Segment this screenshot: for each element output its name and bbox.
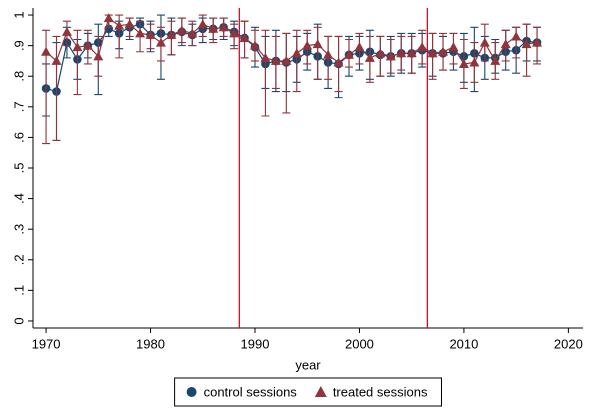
marker: [260, 52, 271, 62]
marker: [145, 29, 156, 39]
marker: [354, 42, 365, 52]
series: [41, 13, 543, 145]
marker: [103, 13, 114, 23]
error-bar: [282, 32, 291, 114]
x-tick-label: 1970: [32, 336, 61, 351]
marker: [344, 49, 355, 59]
error-bar: [261, 29, 270, 117]
marker: [239, 32, 250, 42]
marker: [187, 28, 198, 38]
x-tick-label: 2000: [345, 336, 374, 351]
marker: [208, 23, 219, 33]
x-tick-label: 2010: [449, 336, 478, 351]
marker: [406, 48, 417, 58]
y-tick-label: .2: [11, 254, 26, 265]
y-tick-label: 0: [11, 317, 26, 324]
x-tick-label: 2020: [554, 336, 583, 351]
series: [41, 14, 542, 142]
legend-label: control sessions: [204, 384, 298, 399]
x-axis-label: year: [295, 357, 321, 372]
y-tick-label: .6: [11, 132, 26, 143]
marker: [312, 39, 323, 49]
marker: [166, 29, 177, 39]
marker: [176, 25, 187, 35]
y-tick-label: .3: [11, 224, 26, 235]
marker: [364, 52, 375, 62]
marker: [281, 55, 292, 65]
marker: [385, 51, 396, 61]
marker: [270, 55, 281, 65]
marker: [302, 40, 313, 50]
y-tick-label: .8: [11, 71, 26, 82]
marker: [114, 20, 125, 30]
marker: [323, 49, 334, 59]
error-bar: [52, 35, 61, 142]
marker: [82, 40, 93, 50]
y-tick-label: .5: [11, 163, 26, 174]
marker: [511, 31, 522, 41]
legend-marker: [186, 387, 197, 397]
legend-marker: [314, 386, 327, 397]
error-bar: [522, 23, 531, 77]
error-bar: [313, 26, 322, 80]
y-tick-label: .4: [11, 193, 26, 204]
marker: [490, 55, 501, 65]
marker: [532, 37, 543, 47]
marker: [333, 57, 344, 67]
marker: [124, 19, 135, 29]
marker: [521, 39, 532, 49]
marker: [458, 58, 469, 68]
marker: [500, 39, 511, 49]
y-tick-label: 1: [11, 11, 26, 18]
legend-box: [174, 377, 442, 407]
marker: [61, 26, 72, 36]
error-bar: [73, 29, 82, 96]
x-tick-label: 1990: [241, 336, 270, 351]
marker: [197, 19, 208, 29]
marker: [417, 42, 428, 52]
marker: [41, 46, 52, 56]
y-tick-label: .9: [11, 40, 26, 51]
marker: [155, 37, 166, 47]
marker: [218, 22, 229, 32]
marker: [448, 42, 459, 52]
legend: control sessions treated sessions: [174, 377, 442, 407]
marker: [249, 40, 260, 50]
y-tick-label: .1: [11, 285, 26, 296]
marker: [51, 55, 62, 65]
marker: [396, 48, 407, 58]
y-tick-label: .7: [11, 101, 26, 112]
marker: [229, 28, 240, 38]
marker: [93, 51, 104, 61]
x-tick-label: 1980: [136, 336, 165, 351]
marker: [469, 57, 480, 67]
marker: [135, 28, 146, 38]
marker: [72, 42, 83, 52]
marker: [375, 48, 386, 58]
marker: [291, 48, 302, 58]
legend-label: treated sessions: [333, 384, 428, 399]
marker: [438, 46, 449, 56]
error-bar: [292, 29, 301, 93]
marker: [427, 48, 438, 58]
marker: [479, 37, 490, 47]
